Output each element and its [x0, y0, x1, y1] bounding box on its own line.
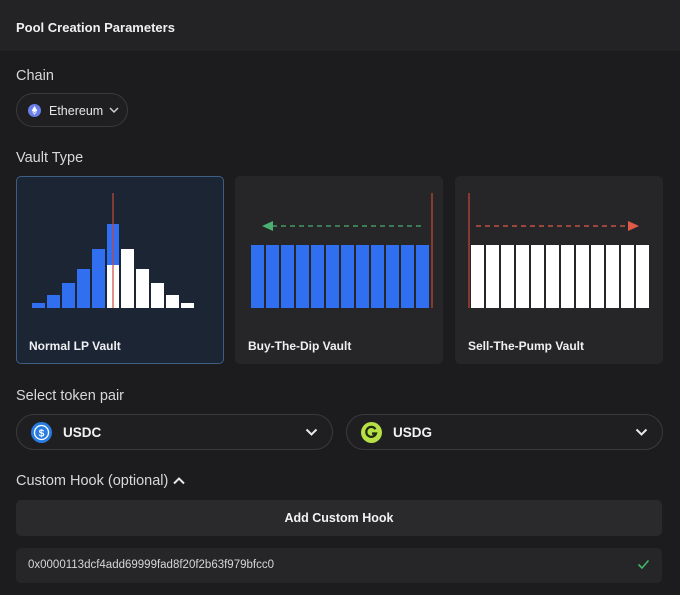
- vault-option-sell-the-pump[interactable]: Sell-The-Pump Vault: [455, 176, 663, 364]
- chain-name: Ethereum: [49, 104, 104, 118]
- token-a-symbol: USDC: [63, 425, 102, 440]
- token-b-select[interactable]: USDG: [346, 414, 663, 450]
- sell-the-pump-graphic: [468, 193, 649, 308]
- normal-lp-distribution-graphic: [32, 193, 194, 308]
- hook-address-value: 0x0000113dcf4add69999fad8f20f2b63f979bfc…: [28, 559, 274, 571]
- ethereum-icon: [28, 104, 41, 117]
- chain-label: Chain: [16, 68, 54, 84]
- svg-text:$: $: [39, 428, 45, 439]
- vault-option-normal-lp[interactable]: Normal LP Vault: [16, 176, 224, 364]
- buy-the-dip-graphic: [251, 193, 433, 308]
- chevron-up-icon[interactable]: [172, 476, 186, 486]
- token-a-select[interactable]: $ USDC: [16, 414, 333, 450]
- chevron-down-icon: [305, 428, 318, 436]
- panel-header: Pool Creation Parameters: [0, 0, 680, 52]
- add-custom-hook-button[interactable]: Add Custom Hook: [16, 500, 662, 536]
- checkmark-icon: [637, 559, 650, 570]
- vault-option-label: Normal LP Vault: [29, 339, 121, 353]
- vault-type-label: Vault Type: [16, 150, 84, 166]
- vault-option-buy-the-dip[interactable]: Buy-The-Dip Vault: [235, 176, 443, 364]
- chevron-down-icon: [109, 107, 119, 114]
- usdg-icon: [361, 422, 382, 443]
- token-b-symbol: USDG: [393, 425, 433, 440]
- add-custom-hook-label: Add Custom Hook: [284, 511, 394, 525]
- vault-option-label: Buy-The-Dip Vault: [248, 339, 352, 353]
- custom-hook-toggle[interactable]: Custom Hook (optional): [16, 473, 169, 489]
- hook-address-input[interactable]: 0x0000113dcf4add69999fad8f20f2b63f979bfc…: [16, 548, 662, 583]
- usdc-icon: $: [31, 422, 52, 443]
- token-pair-label: Select token pair: [16, 388, 125, 404]
- vault-option-label: Sell-The-Pump Vault: [468, 339, 585, 353]
- panel-title: Pool Creation Parameters: [16, 20, 175, 35]
- chevron-down-icon: [635, 428, 648, 436]
- chain-selector[interactable]: Ethereum: [16, 93, 128, 127]
